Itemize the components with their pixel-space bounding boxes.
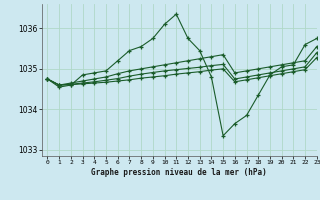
X-axis label: Graphe pression niveau de la mer (hPa): Graphe pression niveau de la mer (hPa) xyxy=(91,168,267,177)
